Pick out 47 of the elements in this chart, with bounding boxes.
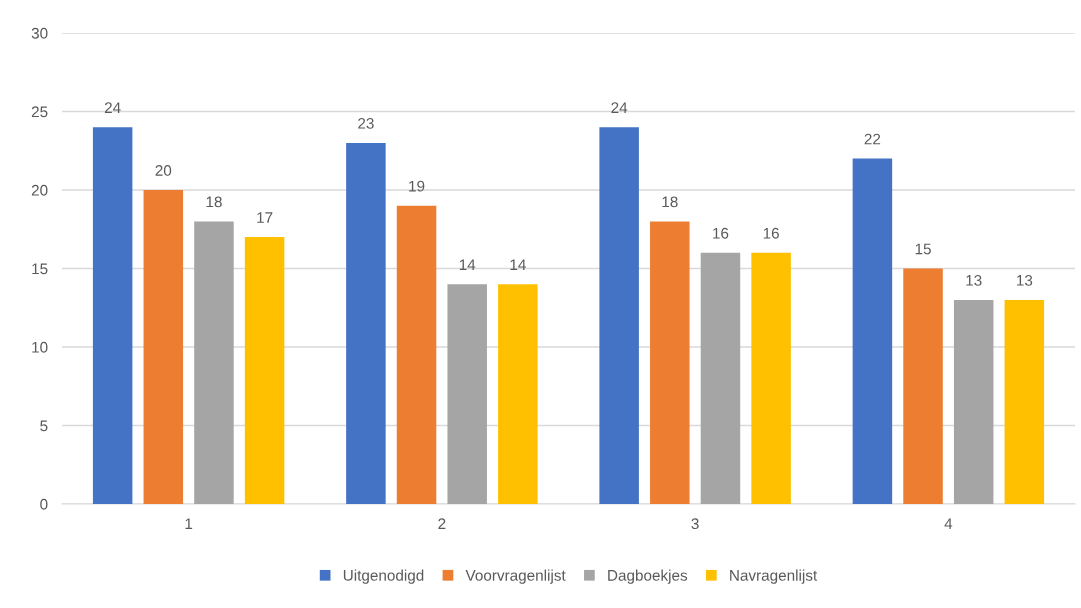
y-tick-label: 15 (32, 263, 48, 275)
data-label: 22 (864, 133, 881, 145)
bar (852, 158, 893, 504)
legend-label: Navragenlijst (730, 569, 818, 584)
y-tick-label: 5 (40, 420, 48, 432)
legend-label: Dagboekjes (608, 569, 688, 584)
bar (92, 127, 133, 504)
bar (751, 252, 791, 504)
data-label: 24 (104, 102, 121, 113)
bar (194, 221, 234, 504)
data-label: 13 (966, 274, 982, 286)
y-tick-label: 25 (31, 106, 48, 118)
data-label: 13 (1017, 274, 1033, 286)
data-label: 14 (459, 259, 476, 270)
data-label: 18 (206, 196, 222, 208)
bar (700, 252, 741, 504)
x-tick-label: 2 (438, 518, 446, 529)
legend-label: Voorvragenlijst (465, 569, 566, 584)
bar (498, 284, 538, 504)
data-label: 17 (257, 212, 273, 223)
data-label: 20 (155, 165, 172, 176)
data-label: 15 (915, 243, 931, 255)
bar (396, 205, 437, 504)
data-label: 14 (510, 259, 526, 270)
y-tick-label: 20 (31, 184, 48, 196)
bar (953, 299, 994, 504)
y-tick-label: 10 (32, 341, 48, 353)
bar (244, 237, 285, 504)
bar (346, 142, 386, 504)
x-tick-label: 3 (691, 518, 699, 530)
data-label: 23 (358, 117, 374, 129)
y-tick-label: 0 (40, 498, 48, 510)
legend-label: Uitgenodigd (343, 569, 424, 584)
data-label: 16 (763, 227, 779, 239)
y-tick-label: 30 (31, 27, 48, 39)
x-tick-label: 4 (944, 518, 953, 529)
bar (143, 190, 184, 504)
x-tick-label: 1 (185, 518, 193, 529)
bar (650, 221, 690, 504)
bar (447, 284, 487, 504)
bar (903, 268, 943, 504)
data-label: 19 (409, 180, 425, 192)
data-label: 16 (713, 227, 729, 239)
data-label: 18 (662, 196, 678, 208)
bar (599, 127, 639, 504)
data-label: 24 (611, 102, 628, 113)
bar (1004, 299, 1045, 504)
